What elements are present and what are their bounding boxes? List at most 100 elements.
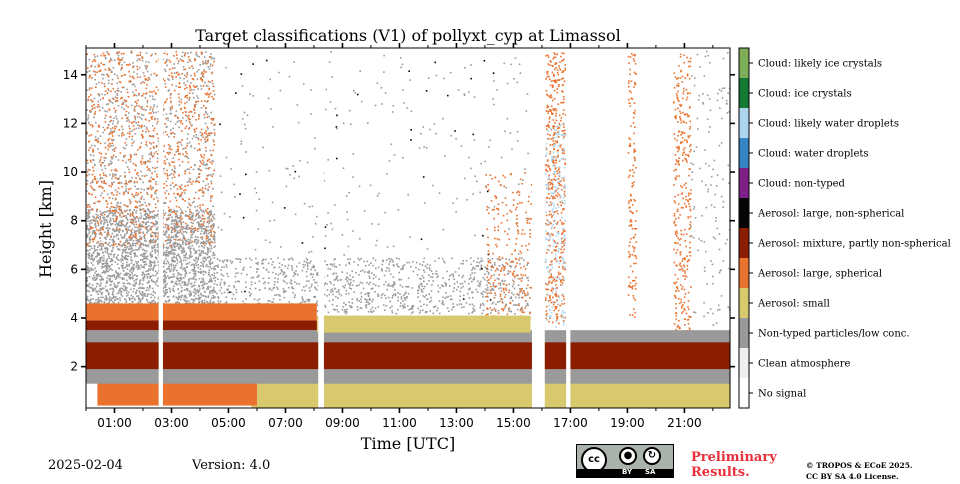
speckle	[140, 259, 142, 261]
speckle	[151, 297, 153, 299]
speckle	[156, 227, 158, 229]
speckle	[178, 146, 180, 148]
speckle	[156, 174, 158, 176]
speckle	[212, 295, 214, 297]
speckle	[203, 76, 205, 78]
speckle	[210, 112, 212, 114]
speckle	[288, 259, 290, 261]
speckle	[188, 99, 190, 101]
speckle	[185, 147, 187, 149]
speckle	[153, 245, 155, 247]
speckle	[443, 304, 445, 306]
speckle	[88, 123, 90, 125]
speckle	[180, 231, 182, 233]
speckle	[200, 170, 202, 172]
speckle	[404, 264, 406, 266]
speckle	[121, 126, 123, 128]
speckle	[101, 82, 103, 84]
speckle	[132, 142, 134, 144]
speckle	[165, 118, 167, 120]
speckle	[100, 135, 102, 137]
speckle	[112, 233, 114, 235]
speckle	[101, 162, 103, 164]
speckle	[87, 218, 89, 220]
speckle	[210, 234, 212, 236]
speckle	[91, 105, 93, 107]
speckle	[111, 158, 113, 160]
speckle	[327, 275, 329, 277]
speckle	[188, 239, 190, 241]
speckle	[149, 161, 151, 163]
speckle	[384, 275, 386, 277]
speckle	[190, 293, 192, 295]
speckle	[289, 282, 291, 284]
speckle	[208, 281, 210, 283]
speckle	[186, 267, 188, 269]
speckle	[136, 192, 138, 194]
speckle	[194, 206, 196, 208]
speckle	[137, 66, 139, 68]
speckle	[386, 267, 388, 269]
speckle	[99, 216, 101, 218]
speckle	[121, 255, 123, 257]
speckle	[198, 257, 200, 259]
speckle	[138, 105, 140, 107]
speckle	[183, 82, 185, 84]
speckle	[89, 110, 91, 112]
speckle	[191, 183, 193, 185]
speckle	[375, 285, 377, 287]
speckle	[378, 306, 380, 308]
speckle	[106, 234, 108, 236]
speckle	[458, 275, 460, 277]
speckle	[139, 290, 141, 292]
speckle	[131, 193, 133, 195]
speckle	[485, 288, 487, 290]
speckle	[87, 206, 89, 208]
speckle	[145, 109, 147, 111]
speckle	[214, 124, 216, 126]
speckle	[117, 75, 119, 77]
speckle	[497, 258, 499, 260]
speckle	[121, 220, 123, 222]
speckle	[96, 83, 98, 85]
speckle	[138, 288, 140, 290]
speckle	[143, 244, 145, 246]
speckle	[130, 257, 132, 259]
speckle	[189, 111, 191, 113]
speckle	[363, 288, 365, 290]
speckle	[118, 267, 120, 269]
speckle	[362, 283, 364, 285]
speckle	[178, 60, 180, 62]
speckle	[191, 256, 193, 258]
speckle	[203, 260, 205, 262]
speckle	[397, 297, 399, 299]
speckle	[86, 212, 88, 214]
speckle	[97, 246, 99, 248]
speckle	[99, 288, 101, 290]
speckle	[203, 241, 205, 243]
speckle	[149, 213, 151, 215]
speckle	[122, 295, 124, 297]
speckle	[207, 257, 209, 259]
speckle	[152, 216, 154, 218]
speckle	[128, 112, 130, 114]
speckle	[138, 218, 140, 220]
speckle	[324, 282, 326, 284]
speckle	[146, 226, 148, 228]
speckle	[116, 217, 118, 219]
speckle	[224, 284, 226, 286]
speckle	[108, 69, 110, 71]
speckle	[182, 123, 184, 125]
speckle	[196, 243, 198, 245]
speckle	[214, 94, 216, 96]
speckle	[181, 239, 183, 241]
speckle	[91, 262, 93, 264]
speckle	[137, 268, 139, 270]
speckle	[314, 282, 316, 284]
speckle	[238, 281, 240, 283]
speckle	[155, 112, 157, 114]
speckle	[176, 245, 178, 247]
speckle	[143, 93, 145, 95]
speckle	[133, 240, 135, 242]
speckle	[131, 262, 133, 264]
